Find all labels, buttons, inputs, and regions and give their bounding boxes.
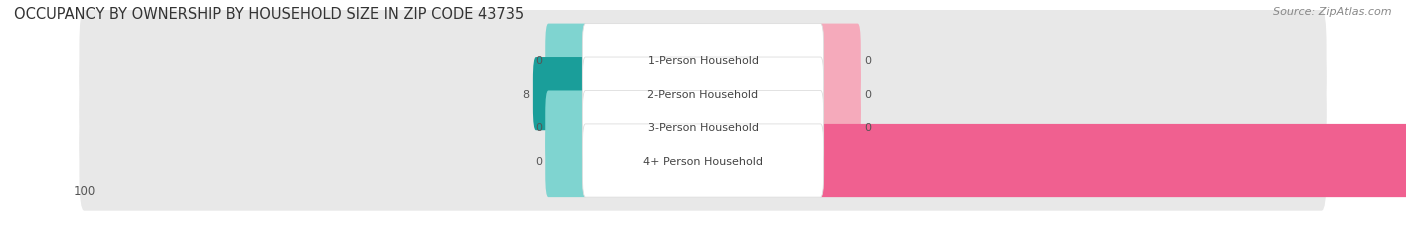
Text: 1-Person Household: 1-Person Household (648, 56, 758, 66)
FancyBboxPatch shape (582, 24, 824, 97)
Text: Source: ZipAtlas.com: Source: ZipAtlas.com (1274, 7, 1392, 17)
Text: 0: 0 (863, 89, 870, 99)
Text: OCCUPANCY BY OWNERSHIP BY HOUSEHOLD SIZE IN ZIP CODE 43735: OCCUPANCY BY OWNERSHIP BY HOUSEHOLD SIZE… (14, 7, 524, 22)
Text: 0: 0 (536, 123, 543, 133)
FancyBboxPatch shape (582, 91, 824, 164)
FancyBboxPatch shape (79, 44, 1327, 144)
FancyBboxPatch shape (817, 58, 860, 131)
Text: 0: 0 (863, 123, 870, 133)
FancyBboxPatch shape (546, 91, 589, 164)
FancyBboxPatch shape (817, 91, 860, 164)
Text: 0: 0 (536, 156, 543, 166)
Text: 8: 8 (523, 89, 530, 99)
Text: 4+ Person Household: 4+ Person Household (643, 156, 763, 166)
FancyBboxPatch shape (79, 111, 1327, 211)
FancyBboxPatch shape (817, 124, 1406, 197)
Text: 0: 0 (863, 56, 870, 66)
FancyBboxPatch shape (546, 124, 589, 197)
FancyBboxPatch shape (546, 24, 589, 97)
FancyBboxPatch shape (582, 124, 824, 197)
Text: 2-Person Household: 2-Person Household (647, 89, 759, 99)
FancyBboxPatch shape (817, 24, 860, 97)
Text: 0: 0 (536, 56, 543, 66)
FancyBboxPatch shape (533, 58, 589, 131)
FancyBboxPatch shape (79, 78, 1327, 177)
Text: 3-Person Household: 3-Person Household (648, 123, 758, 133)
FancyBboxPatch shape (79, 11, 1327, 111)
FancyBboxPatch shape (582, 58, 824, 131)
